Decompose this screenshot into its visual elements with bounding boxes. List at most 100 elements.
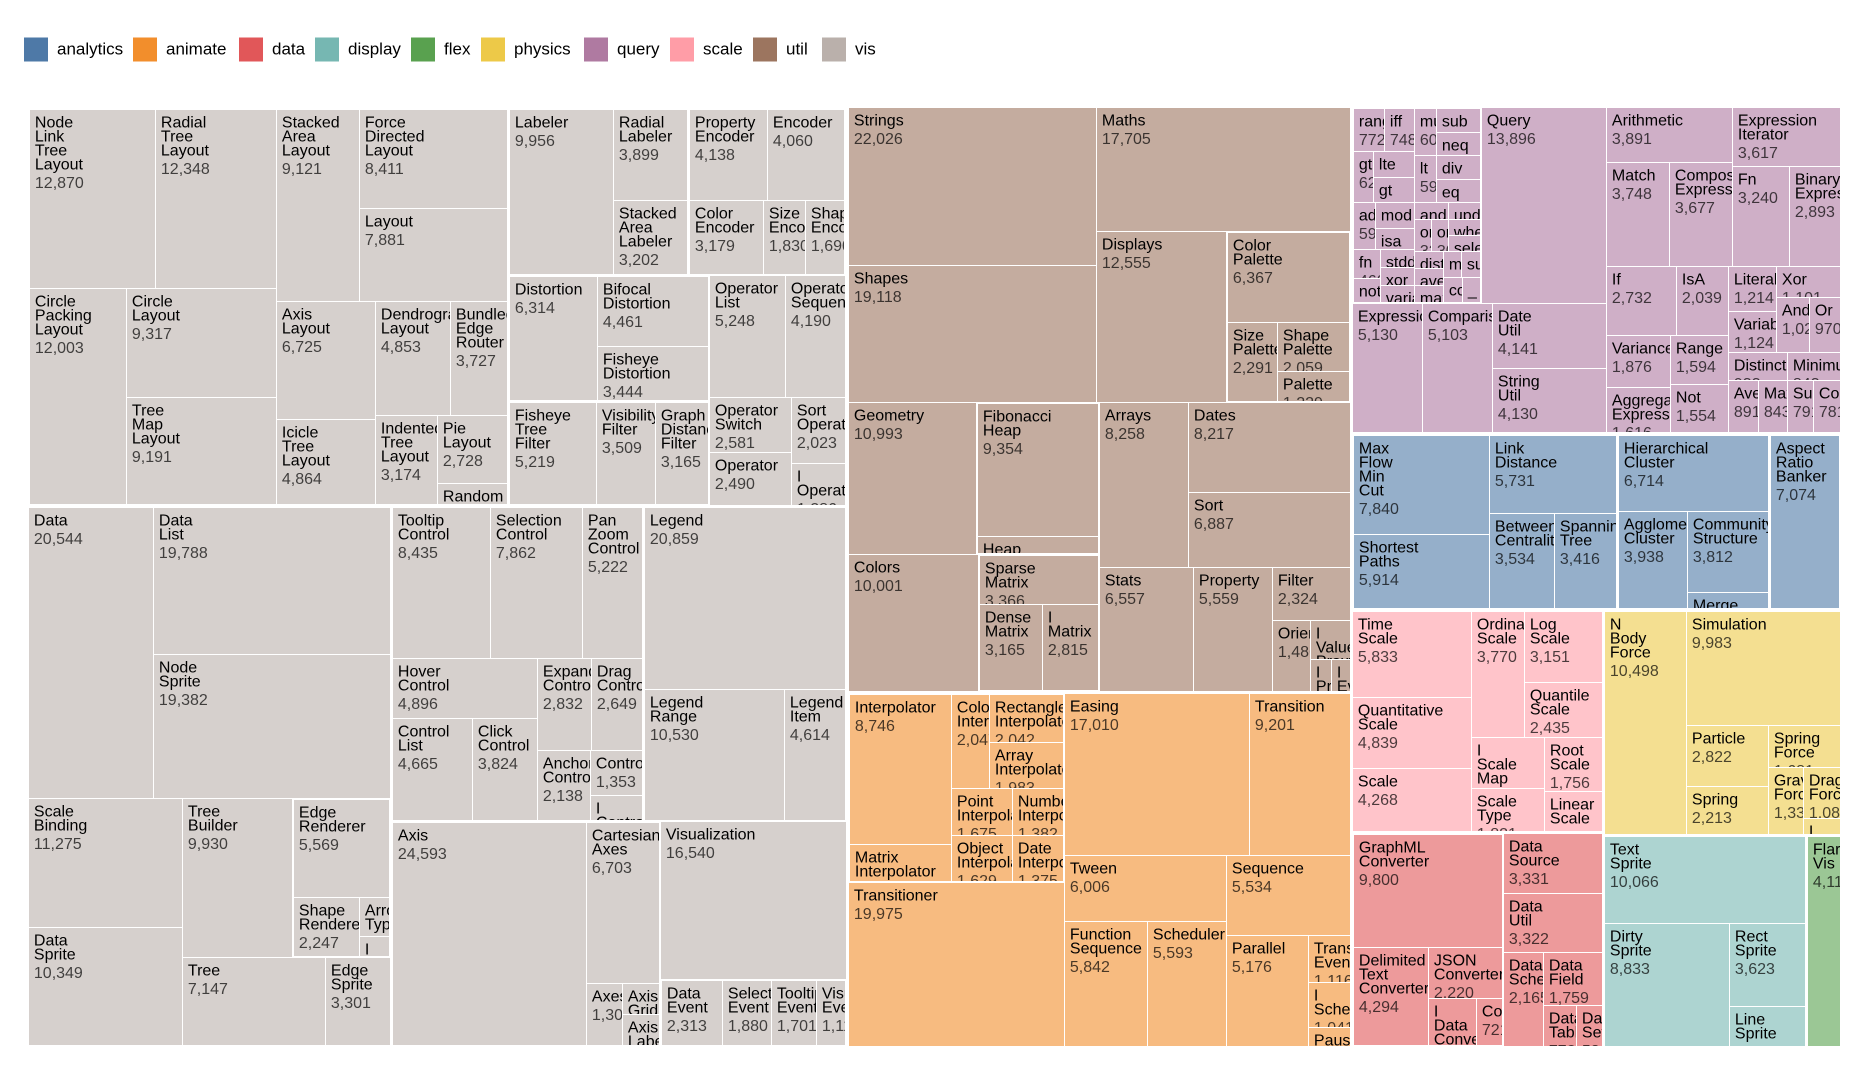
svg-text:Minimum843: Minimum843: [1793, 358, 1858, 393]
svg-text:ScaleType1,821: ScaleType1,821: [1477, 794, 1517, 843]
svg-text:LineSprite1,732: LineSprite1,732: [1735, 1012, 1777, 1061]
svg-text:div595: div595: [1442, 161, 1469, 196]
svg-text:query: query: [617, 40, 660, 59]
svg-text:physics: physics: [514, 40, 571, 59]
svg-text:VisualizationEvent1,117: VisualizationEvent1,117: [822, 986, 912, 1035]
svg-text:analytics: analytics: [57, 40, 123, 59]
svg-text:IRenderer353: IRenderer353: [365, 942, 432, 991]
svg-text:LinearScale1,316: LinearScale1,316: [1550, 797, 1595, 846]
svg-text:Palette1,229: Palette1,229: [1283, 377, 1333, 412]
svg-text:MergeEdge743: MergeEdge743: [1693, 598, 1738, 647]
svg-text:IOperator1,286: IOperator1,286: [797, 469, 861, 518]
svg-text:flex: flex: [444, 40, 471, 59]
svg-text:IValueProxy874: IValueProxy874: [1316, 626, 1357, 689]
svg-text:count277: count277: [1449, 283, 1489, 318]
svg-text:AxisLabel636: AxisLabel636: [628, 1020, 667, 1069]
svg-text:ColorInterpolator2,047: ColorInterpolator2,047: [957, 700, 1039, 749]
svg-text:update307: update307: [1454, 208, 1503, 243]
svg-text:DataTable772: DataTable772: [1549, 1011, 1587, 1060]
svg-text:Converters721: Converters721: [1482, 1004, 1560, 1039]
svg-text:gt603: gt603: [1379, 183, 1406, 218]
svg-text:Count781: Count781: [1819, 386, 1862, 421]
svg-text:Average891: Average891: [1734, 386, 1793, 421]
svg-text:AxisGridLine652: AxisGridLine652: [628, 989, 658, 1052]
svg-text:Distinct933: Distinct933: [1734, 358, 1787, 393]
svg-text:sub600: sub600: [1442, 114, 1469, 149]
svg-text:RandomLayout870: RandomLayout870: [443, 489, 503, 538]
svg-text:ArrowType698: ArrowType698: [365, 903, 407, 952]
svg-text:DateInterpolator1,375: DateInterpolator1,375: [1018, 841, 1100, 890]
svg-text:_264: _264: [1467, 283, 1495, 318]
svg-text:sum280: sum280: [1467, 257, 1497, 292]
svg-text:DataSet586: DataSet586: [1582, 1011, 1616, 1060]
